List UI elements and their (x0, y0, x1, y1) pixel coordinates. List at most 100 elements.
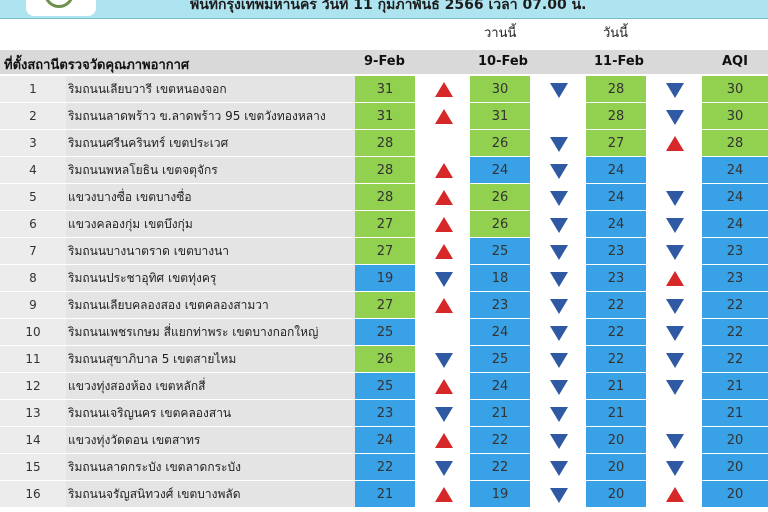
up-arrow-icon (435, 379, 453, 394)
value-11feb: 23 (586, 238, 646, 265)
table-row: 1 ริมถนนเลียบวารี เขตหนองจอก 31 30 28 30 (0, 76, 768, 103)
row-divider (0, 156, 768, 157)
value-11feb: 21 (586, 400, 646, 427)
value-11feb: 28 (586, 103, 646, 130)
aqi-value: 20 (702, 481, 768, 508)
station-location: ริมถนนเลียบวารี เขตหนองจอก (66, 76, 356, 103)
station-location: ริมถนนลาดกระบัง เขตลาดกระบัง (66, 454, 356, 481)
value-11feb: 27 (586, 130, 646, 157)
row-divider (0, 426, 768, 427)
value-10feb: 26 (470, 130, 530, 157)
down-arrow-icon (435, 407, 453, 422)
station-location: ริมถนนเจริญนคร เขตคลองสาน (66, 400, 356, 427)
up-arrow-icon (435, 190, 453, 205)
down-arrow-icon (550, 353, 568, 368)
up-arrow-icon (666, 136, 684, 151)
aqi-column-header: AQI (722, 54, 748, 69)
station-location: ริมถนนศรีนครินทร์ เขตประเวศ (66, 130, 356, 157)
station-location: ริมถนนเพชรเกษม สี่แยกท่าพระ เขตบางกอกใหญ… (66, 319, 356, 346)
row-divider (0, 453, 768, 454)
down-arrow-icon (550, 488, 568, 503)
station-location: แขวงคลองกุ่ม เขตบึงกุ่ม (66, 211, 356, 238)
aqi-value: 24 (702, 211, 768, 238)
value-10feb: 19 (470, 481, 530, 508)
station-number: 12 (0, 373, 66, 400)
date-column-9feb: 9-Feb (364, 54, 405, 69)
up-arrow-icon (435, 433, 453, 448)
station-number: 8 (0, 265, 66, 292)
date-column-10feb: 10-Feb (478, 54, 528, 69)
down-arrow-icon (550, 83, 568, 98)
down-arrow-icon (666, 245, 684, 260)
value-9feb: 24 (355, 427, 415, 454)
station-location: ริมถนนบางนาตราด เขตบางนา (66, 238, 356, 265)
up-arrow-icon (435, 487, 453, 502)
aqi-value: 24 (702, 157, 768, 184)
table-row: 15 ริมถนนลาดกระบัง เขตลาดกระบัง 22 22 20 20 (0, 454, 768, 481)
down-arrow-icon (550, 137, 568, 152)
value-9feb: 28 (355, 157, 415, 184)
table-row: 2 ริมถนนลาดพร้าว ข.ลาดพร้าว 95 เขตวังทองห… (0, 103, 768, 130)
row-divider (0, 291, 768, 292)
down-arrow-icon (550, 218, 568, 233)
value-10feb: 30 (470, 76, 530, 103)
value-9feb: 28 (355, 184, 415, 211)
station-number: 15 (0, 454, 66, 481)
station-location: ริมถนนพหลโยธิน เขตจตุจักร (66, 157, 356, 184)
aqi-value: 21 (702, 400, 768, 427)
down-arrow-icon (550, 245, 568, 260)
aqi-value: 24 (702, 184, 768, 211)
down-arrow-icon (666, 434, 684, 449)
table-row: 6 แขวงคลองกุ่ม เขตบึงกุ่ม 27 26 24 24 (0, 211, 768, 238)
station-number: 11 (0, 346, 66, 373)
down-arrow-icon (666, 191, 684, 206)
value-11feb: 20 (586, 454, 646, 481)
aqi-value: 20 (702, 454, 768, 481)
station-number: 1 (0, 76, 66, 103)
station-number: 14 (0, 427, 66, 454)
row-divider (0, 237, 768, 238)
table-row: 7 ริมถนนบางนาตราด เขตบางนา 27 25 23 23 (0, 238, 768, 265)
value-9feb: 21 (355, 481, 415, 508)
value-10feb: 26 (470, 211, 530, 238)
table-row: 11 ริมถนนสุขาภิบาล 5 เขตสายไหม 26 25 22 22 (0, 346, 768, 373)
table-row: 8 ริมถนนประชาอุทิศ เขตทุ่งครุ 19 18 23 23 (0, 265, 768, 292)
value-11feb: 20 (586, 427, 646, 454)
value-10feb: 24 (470, 157, 530, 184)
table-row: 5 แขวงบางซื่อ เขตบางซื่อ 28 26 24 24 (0, 184, 768, 211)
row-divider (0, 210, 768, 211)
down-arrow-icon (666, 353, 684, 368)
table-row: 14 แขวงทุ่งวัดดอน เขตสาทร 24 22 20 20 (0, 427, 768, 454)
row-divider (0, 507, 768, 508)
aqi-value: 22 (702, 292, 768, 319)
up-arrow-icon (666, 487, 684, 502)
aqi-value: 23 (702, 265, 768, 292)
down-arrow-icon (550, 191, 568, 206)
station-number: 2 (0, 103, 66, 130)
value-10feb: 25 (470, 346, 530, 373)
value-9feb: 27 (355, 211, 415, 238)
date-column-11feb: 11-Feb (594, 54, 644, 69)
value-10feb: 23 (470, 292, 530, 319)
value-10feb: 24 (470, 319, 530, 346)
seal-logo-icon (44, 0, 74, 8)
value-11feb: 22 (586, 346, 646, 373)
down-arrow-icon (550, 407, 568, 422)
down-arrow-icon (550, 272, 568, 287)
station-number: 5 (0, 184, 66, 211)
aqi-value: 28 (702, 130, 768, 157)
value-9feb: 31 (355, 103, 415, 130)
value-9feb: 23 (355, 400, 415, 427)
down-arrow-icon (666, 461, 684, 476)
value-11feb: 22 (586, 319, 646, 346)
aqi-value: 30 (702, 76, 768, 103)
value-11feb: 22 (586, 292, 646, 319)
value-9feb: 31 (355, 76, 415, 103)
value-11feb: 24 (586, 157, 646, 184)
aqi-value: 20 (702, 427, 768, 454)
station-number: 9 (0, 292, 66, 319)
down-arrow-icon (550, 164, 568, 179)
up-arrow-icon (435, 298, 453, 313)
row-divider (0, 102, 768, 103)
row-divider (0, 345, 768, 346)
